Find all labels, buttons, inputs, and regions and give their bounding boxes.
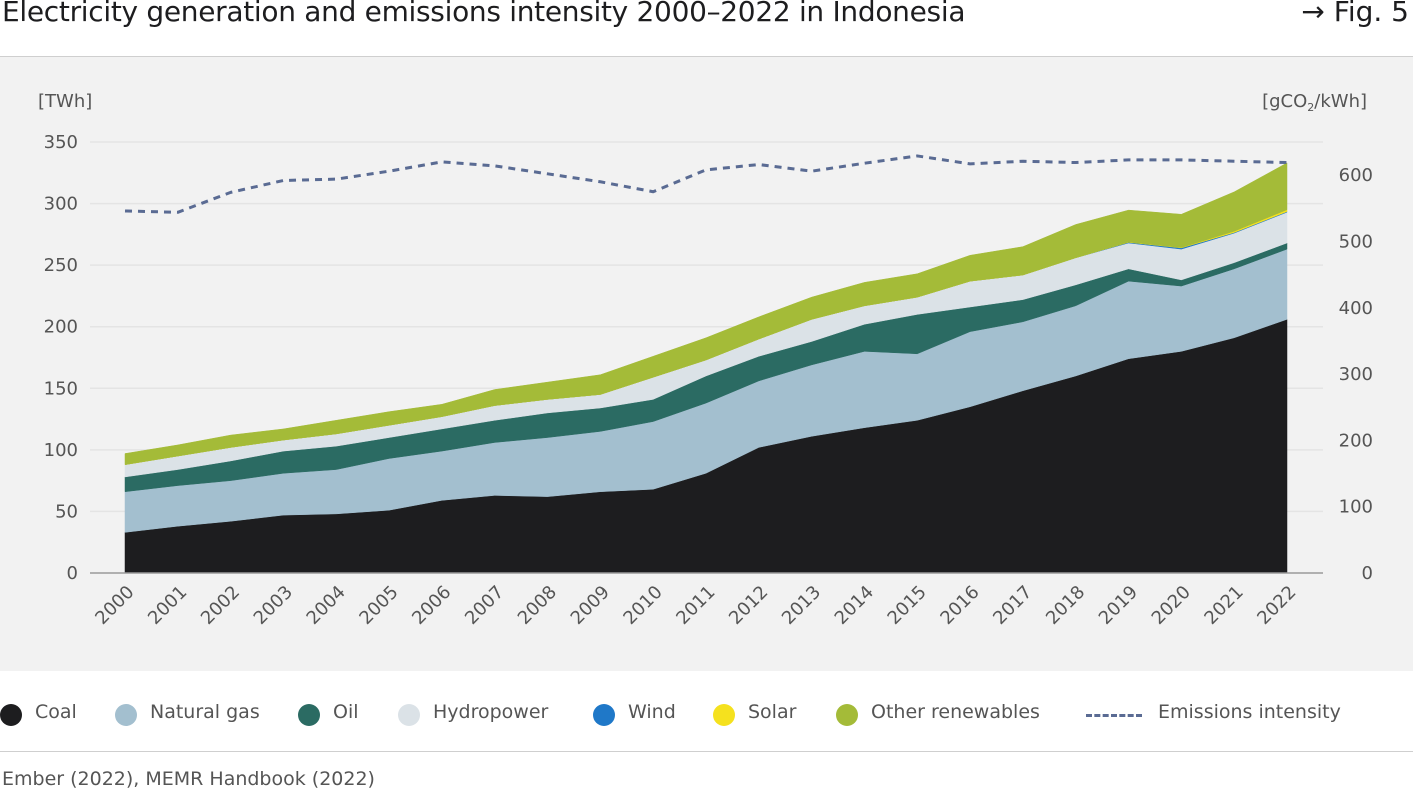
- x-tick-label: 2001: [144, 582, 191, 629]
- area-other_renewables: [124, 162, 1288, 465]
- emissions-intensity-line: [124, 154, 1288, 214]
- x-tick-label: 2016: [936, 582, 983, 629]
- x-tick-label: 2008: [514, 582, 561, 629]
- legend-label: Emissions intensity: [1158, 701, 1341, 723]
- line-layer: [124, 154, 1288, 214]
- x-tick-label: 2002: [197, 582, 244, 629]
- y2-tick-label: 500: [1339, 231, 1373, 252]
- y2-tick-label: 100: [1339, 497, 1373, 518]
- legend-color-swatch: [0, 704, 22, 726]
- x-tick-label: 2006: [408, 582, 455, 629]
- x-tick-label: 2005: [355, 582, 402, 629]
- legend-color-swatch: [115, 704, 137, 726]
- y2-tick-label: 400: [1339, 298, 1373, 319]
- legend-label: Coal: [35, 701, 77, 723]
- legend-color-swatch: [298, 704, 320, 726]
- x-tick-label: 2011: [672, 582, 719, 629]
- x-tick-label: 2014: [831, 582, 878, 629]
- x-tick-label: 2007: [461, 582, 508, 629]
- figure-reference-link[interactable]: → Fig. 5: [1301, 0, 1409, 28]
- x-tick-label: 2003: [250, 582, 297, 629]
- right-axis-unit: [gCO2/kWh]: [1262, 91, 1367, 114]
- x-tick-label: 2022: [1253, 582, 1300, 629]
- x-tick-label: 2004: [303, 582, 350, 629]
- footer-divider: [0, 751, 1413, 752]
- y2-tick-label: 300: [1339, 364, 1373, 385]
- x-tick-label: 2012: [725, 582, 772, 629]
- chart-title: Electricity generation and emissions int…: [2, 0, 966, 28]
- header: Electricity generation and emissions int…: [0, 0, 1413, 57]
- legend-color-swatch: [398, 704, 420, 726]
- y2-tick-label: 600: [1339, 165, 1373, 186]
- legend-color-swatch: [593, 704, 615, 726]
- x-tick-label: 2019: [1095, 582, 1142, 629]
- x-tick-label: 2017: [989, 582, 1036, 629]
- x-tick-label: 2020: [1148, 582, 1195, 629]
- y2-tick-label: 200: [1339, 430, 1373, 451]
- x-tick-label: 2015: [884, 582, 931, 629]
- x-tick-label: 2009: [567, 582, 614, 629]
- label-layer: [TWh] [gCO2/kWh]: [38, 91, 1367, 114]
- y-tick-label: 300: [44, 194, 78, 215]
- x-tick-label: 2021: [1200, 582, 1247, 629]
- area-layer: [124, 162, 1288, 574]
- legend-label: Wind: [628, 701, 676, 723]
- x-tick-label: 2013: [778, 582, 825, 629]
- y-tick-label: 250: [44, 255, 78, 276]
- right-axis-unit-sub: 2: [1307, 101, 1314, 114]
- legend-dashed-line-swatch: [1086, 714, 1142, 717]
- legend-color-swatch: [836, 704, 858, 726]
- right-axis-unit-pre: [gCO: [1262, 91, 1307, 112]
- legend-color-swatch: [713, 704, 735, 726]
- legend-label: Solar: [748, 701, 797, 723]
- source-note: Ember (2022), MEMR Handbook (2022): [2, 768, 375, 790]
- x-tick-label: 2018: [1042, 582, 1089, 629]
- x-tick-label: 2000: [91, 582, 138, 629]
- chart-panel: 0 50 100 150 200 250 300 350 0 100 200 300 400 500 600…: [0, 57, 1413, 671]
- x-tick-label: 2010: [619, 582, 666, 629]
- y-tick-label: 150: [44, 378, 78, 399]
- right-axis-unit-post: /kWh]: [1314, 91, 1367, 112]
- legend-label: Natural gas: [150, 701, 260, 723]
- y-tick-label: 350: [44, 132, 78, 153]
- legend-label: Other renewables: [871, 701, 1040, 723]
- legend-label: Hydropower: [433, 701, 549, 723]
- y-tick-label: 0: [67, 563, 78, 584]
- legend: Coal Natural gas Oil Hydropower Wind Solar Oth…: [0, 690, 1413, 738]
- y-tick-label: 50: [55, 501, 78, 522]
- y-tick-label: 200: [44, 317, 78, 338]
- y-tick-label: 100: [44, 440, 78, 461]
- legend-label: Oil: [333, 701, 359, 723]
- y2-tick-label: 0: [1362, 563, 1373, 584]
- chart-svg: 0 50 100 150 200 250 300 350 0 100 200 300 400 500 600…: [38, 91, 1373, 629]
- left-axis-unit: [TWh]: [38, 91, 92, 112]
